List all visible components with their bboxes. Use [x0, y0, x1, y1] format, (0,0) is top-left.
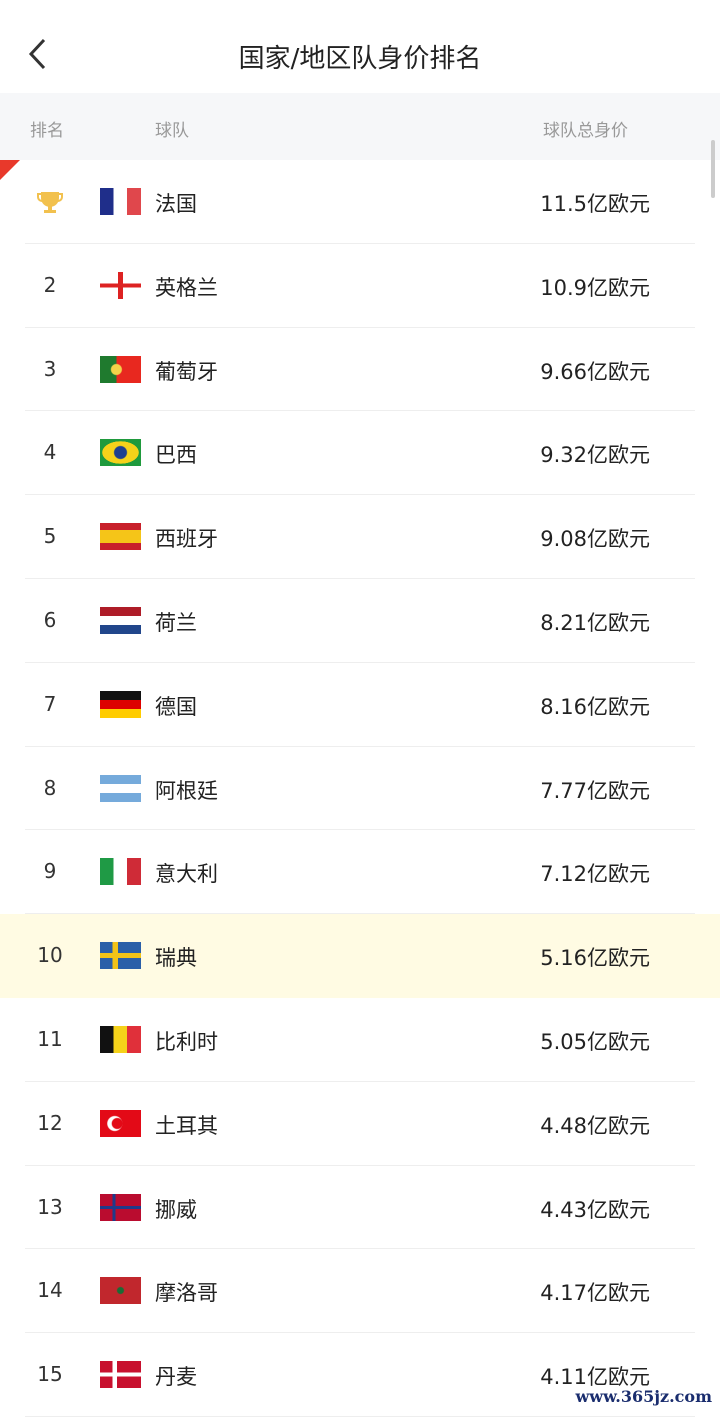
team-name: 西班牙 [155, 527, 218, 552]
team-value: 11.5亿欧元 [540, 192, 650, 216]
column-value: 球队总身价 [543, 121, 628, 141]
table-row[interactable]: 11 比利时 5.05亿欧元 [25, 998, 695, 1082]
italy-flag-icon [100, 858, 141, 886]
rank-number: 14 [37, 1278, 63, 1303]
rank-number: 12 [37, 1110, 63, 1135]
rank-number: 2 [43, 272, 57, 297]
morocco-flag-icon [100, 1277, 141, 1305]
team-value: 4.11亿欧元 [540, 1365, 650, 1390]
column-team: 球队 [155, 121, 189, 141]
team-name: 意大利 [155, 862, 218, 887]
england-flag-icon [100, 271, 141, 299]
rank-number: 9 [43, 859, 57, 884]
team-name: 葡萄牙 [155, 359, 218, 384]
table-row[interactable]: 13 挪威 4.43亿欧元 [25, 1166, 695, 1250]
team-value: 4.43亿欧元 [540, 1197, 650, 1222]
team-name: 比利时 [155, 1029, 218, 1054]
table-row[interactable]: 14 摩洛哥 4.17亿欧元 [25, 1249, 695, 1334]
column-rank: 排名 [30, 121, 64, 141]
denmark-flag-icon [100, 1361, 141, 1389]
spain-flag-icon [100, 523, 141, 551]
team-value: 7.12亿欧元 [540, 862, 650, 887]
argentina-flag-icon [100, 774, 141, 802]
rank-number: 4 [43, 440, 57, 465]
rank-number: 8 [43, 775, 57, 800]
norway-flag-icon [100, 1193, 141, 1221]
team-value: 10.9亿欧元 [540, 275, 650, 300]
team-value: 9.66亿欧元 [540, 359, 650, 384]
team-value: 7.77亿欧元 [540, 778, 650, 803]
portugal-flag-icon [100, 355, 141, 383]
table-row[interactable]: 3 葡萄牙 9.66亿欧元 [25, 328, 695, 412]
table-row[interactable]: 7 德国 8.16亿欧元 [25, 663, 695, 747]
team-name: 法国 [155, 192, 197, 216]
rank-number: 11 [37, 1026, 63, 1051]
team-name: 英格兰 [155, 275, 218, 300]
team-value: 9.08亿欧元 [540, 527, 650, 552]
table-row[interactable]: 10 瑞典 5.16亿欧元 [0, 914, 720, 998]
table-row[interactable]: 5 西班牙 9.08亿欧元 [25, 495, 695, 579]
team-value: 4.48亿欧元 [540, 1113, 650, 1138]
rank-number: 15 [37, 1362, 63, 1387]
team-name: 挪威 [155, 1197, 197, 1222]
watermark: www.365jz.com [575, 1387, 712, 1406]
ranking-list: 法国 11.5亿欧元 2 英格兰 10.9亿欧元 3 葡萄牙 9.66亿欧元 4 巴西… [0, 160, 720, 1417]
table-row[interactable]: 2 英格兰 10.9亿欧元 [25, 244, 695, 328]
sweden-flag-icon [100, 942, 141, 970]
team-value: 9.32亿欧元 [540, 443, 650, 468]
trophy-icon [37, 192, 63, 213]
team-value: 8.16亿欧元 [540, 694, 650, 719]
nav-bar: 国家/地区队身价排名 [0, 0, 720, 93]
team-name: 土耳其 [155, 1113, 218, 1138]
team-value: 5.05亿欧元 [540, 1029, 650, 1054]
brazil-flag-icon [100, 439, 141, 467]
team-value: 5.16亿欧元 [540, 946, 650, 971]
table-row[interactable]: 12 土耳其 4.48亿欧元 [25, 1082, 695, 1166]
germany-flag-icon [100, 690, 141, 718]
belgium-flag-icon [100, 1025, 141, 1053]
team-name: 摩洛哥 [155, 1281, 218, 1306]
back-arrow-icon[interactable] [26, 36, 50, 72]
france-flag-icon [100, 188, 141, 215]
team-value: 4.17亿欧元 [540, 1281, 650, 1306]
team-name: 荷兰 [155, 610, 197, 635]
table-header: 排名 球队 球队总身价 [0, 93, 720, 160]
netherlands-flag-icon [100, 606, 141, 634]
turkey-flag-icon [100, 1109, 141, 1137]
table-row[interactable]: 法国 11.5亿欧元 [25, 160, 695, 244]
table-row[interactable]: 6 荷兰 8.21亿欧元 [25, 579, 695, 663]
scrollbar[interactable] [711, 140, 715, 198]
rank-number: 13 [37, 1194, 63, 1219]
table-row[interactable]: 8 阿根廷 7.77亿欧元 [25, 747, 695, 831]
table-row[interactable]: 4 巴西 9.32亿欧元 [25, 411, 695, 496]
corner-ribbon [0, 160, 20, 180]
rank-number: 3 [43, 356, 57, 381]
rank-number: 10 [37, 943, 63, 968]
page-title: 国家/地区队身价排名 [238, 44, 482, 74]
team-name: 德国 [155, 694, 197, 719]
team-name: 丹麦 [155, 1365, 197, 1390]
rank-number: 6 [43, 607, 57, 632]
team-value: 8.21亿欧元 [540, 610, 650, 635]
rank-number: 5 [43, 524, 57, 549]
team-name: 阿根廷 [155, 778, 218, 803]
team-name: 瑞典 [155, 946, 197, 971]
rank-number: 7 [43, 691, 57, 716]
team-name: 巴西 [155, 443, 197, 468]
table-row[interactable]: 9 意大利 7.12亿欧元 [25, 830, 695, 915]
